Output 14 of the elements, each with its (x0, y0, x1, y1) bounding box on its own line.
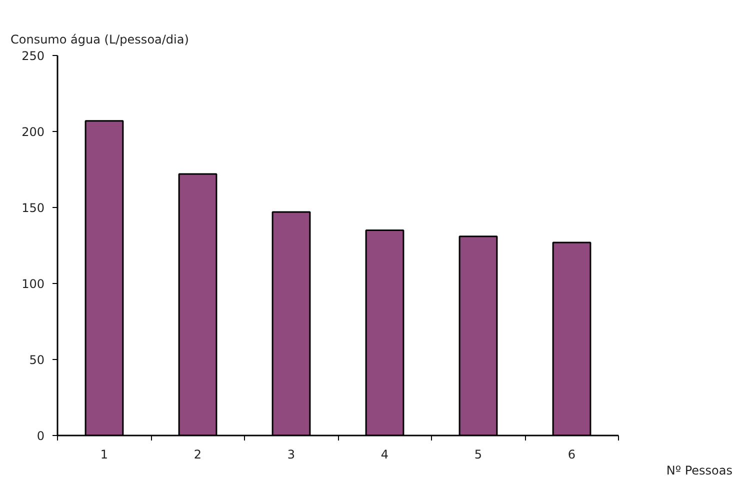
x-tick-label: 3 (287, 448, 296, 462)
x-tick-label: 6 (568, 448, 576, 462)
x-tick-label: 1 (100, 448, 108, 462)
y-tick-label: 150 (22, 201, 44, 215)
x-tick-label: 5 (474, 448, 482, 462)
x-tick-label: 4 (380, 448, 389, 462)
y-tick-label: 200 (22, 125, 44, 139)
y-axis-title: Consumo água (L/pessoa/dia) (10, 32, 189, 46)
y-tick-label: 250 (22, 49, 44, 63)
y-tick-label: 50 (29, 353, 45, 367)
x-tick-label: 2 (194, 448, 202, 462)
y-tick-label: 0 (36, 429, 45, 443)
x-axis-title: Nº Pessoas (666, 464, 733, 477)
y-tick-label: 100 (22, 277, 44, 291)
